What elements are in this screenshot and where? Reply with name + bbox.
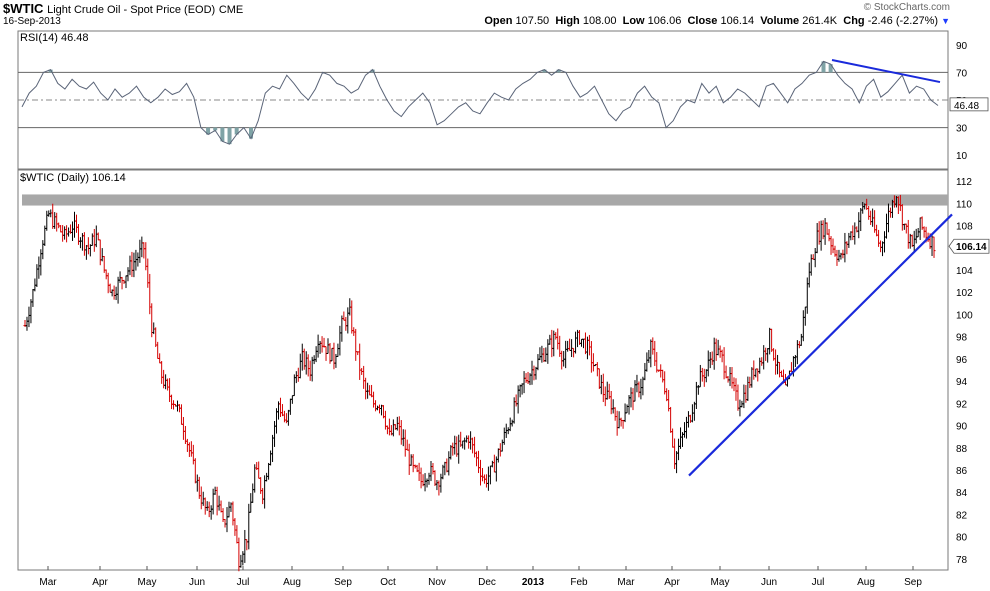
rsi-oversold-fill [206, 127, 253, 145]
price-ytick-label: 100 [956, 310, 973, 321]
price-last-value-box [948, 238, 990, 254]
price-ytick-label: 104 [956, 266, 973, 277]
price-ytick-label: 102 [956, 288, 973, 299]
x-tick-label: Aug [283, 577, 301, 588]
x-tick-label: Apr [664, 577, 680, 588]
price-ytick-label: 108 [956, 222, 973, 233]
low-value: 106.06 [647, 15, 682, 27]
rsi-last-value: 46.48 [954, 101, 979, 112]
ohlc-readout: Open 107.50 High 108.00 Low 106.06 Close… [484, 15, 950, 27]
x-tick-label: May [138, 577, 157, 588]
price-ytick-label: 78 [956, 555, 968, 566]
price-bar [932, 236, 936, 258]
symbol-title: $WTIC Light Crude Oil - Spot Price (EOD)… [3, 1, 243, 16]
rsi-ytick-label: 30 [956, 124, 968, 135]
price-ytick-label: 96 [956, 355, 968, 366]
price-ytick-label: 110 [956, 199, 972, 210]
resistance-band [22, 194, 948, 206]
x-tick-label: Jun [189, 577, 205, 588]
x-tick-label: Apr [92, 577, 108, 588]
price-ytick-label: 86 [956, 466, 968, 477]
x-tick-label: Oct [380, 577, 396, 588]
price-ytick-label: 84 [956, 488, 968, 499]
high-value: 108.00 [582, 15, 617, 27]
x-tick-label: Jul [237, 577, 250, 588]
price-ytick-label: 94 [956, 377, 968, 388]
symbol-description: Light Crude Oil - Spot Price (EOD) [47, 4, 216, 16]
x-tick-label: May [711, 577, 730, 588]
price-ytick-label: 112 [956, 177, 972, 188]
price-ytick-label: 82 [956, 510, 968, 521]
x-tick-label: Sep [904, 577, 922, 588]
price-layer: 1121101081061041021009896949290888684828… [22, 177, 990, 572]
price-ytick-label: 98 [956, 333, 968, 344]
x-tick-label: Feb [570, 577, 588, 588]
rsi-last-value-tag: 46.48 [949, 97, 989, 112]
price-ytick-label: 88 [956, 444, 968, 455]
close-label: Close [687, 15, 718, 27]
rsi-last-value-box [949, 97, 989, 112]
rsi-overbought-fill [48, 61, 833, 73]
x-tick-label: Mar [39, 577, 57, 588]
x-tick-label: Dec [478, 577, 496, 588]
chg-label: Chg [843, 15, 865, 27]
price-last-value: 106.14 [956, 242, 987, 253]
rsi-layer: 907050301046.48 [18, 41, 989, 162]
open-label: Open [484, 15, 513, 27]
x-tick-label: Jun [761, 577, 777, 588]
chg-value: -2.46 (-2.27%) [867, 15, 939, 27]
close-value: 106.14 [720, 15, 755, 27]
chart-header: $WTIC Light Crude Oil - Spot Price (EOD)… [0, 0, 990, 30]
price-ytick-label: 92 [956, 399, 968, 410]
rsi-ytick-label: 10 [956, 151, 968, 162]
price-ytick-label: 80 [956, 533, 968, 544]
x-tick-label: 2013 [522, 577, 545, 588]
rsi-series-line [21, 60, 939, 145]
volume-label: Volume [760, 15, 800, 27]
x-tick-label: Aug [857, 577, 875, 588]
x-tick-label: Nov [428, 577, 446, 588]
x-tick-label: Sep [334, 577, 352, 588]
chart-date: 16-Sep-2013 [3, 16, 61, 27]
chevron-down-icon[interactable]: ▼ [941, 16, 950, 26]
x-tick-label: Jul [812, 577, 825, 588]
exchange: CME [218, 4, 244, 16]
x-tick-label: Mar [617, 577, 635, 588]
open-value: 107.50 [515, 15, 550, 27]
rsi-ytick-label: 90 [956, 41, 968, 52]
low-label: Low [622, 15, 645, 27]
volume-value: 261.4K [802, 15, 838, 27]
symbol: $WTIC [3, 1, 44, 16]
rsi-ytick-label: 70 [956, 68, 968, 79]
price-panel [17, 169, 949, 571]
price-panel-label: $WTIC (Daily) 106.14 [20, 172, 126, 184]
rsi-trendline [831, 59, 941, 84]
price-trendline [688, 213, 953, 477]
price-last-value-tag: 106.14 [948, 238, 990, 254]
rsi-panel-label: RSI(14) 46.48 [20, 32, 88, 44]
brand-watermark: © StockCharts.com [863, 2, 950, 13]
x-axis: Mar Apr May Jun Jul Aug Sep Oct Nov Dec 2013 Feb Mar… [39, 566, 922, 588]
high-label: High [555, 15, 580, 27]
price-ytick-label: 90 [956, 422, 968, 433]
